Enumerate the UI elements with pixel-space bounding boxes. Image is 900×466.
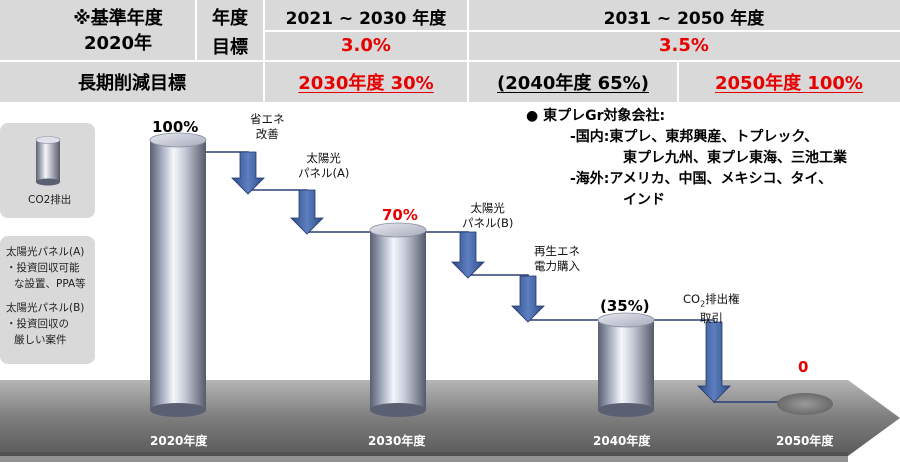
- legend-solar-b-line1: ・投資回収の: [6, 318, 69, 330]
- note-emission-credit: CO2排出権 取引: [683, 292, 740, 326]
- legend-solar-box: [0, 236, 95, 364]
- table-divider: [195, 0, 197, 61]
- period-2031-2050: 2031 ~ 2050 年度: [603, 9, 765, 29]
- table-divider: [0, 60, 900, 62]
- target-rate-1: 3.0%: [341, 35, 391, 56]
- level-2040: (35%): [600, 297, 650, 315]
- longterm-label: 長期削減目標: [78, 73, 186, 94]
- timeline-2050: 2050年度: [776, 434, 834, 448]
- timeline-arrow: [0, 380, 900, 462]
- timeline-2040: 2040年度: [593, 434, 651, 448]
- down-arrow-credit: [697, 321, 731, 403]
- table-divider: [263, 0, 265, 102]
- emission-step-line: [205, 151, 790, 403]
- down-arrow-energy-saving: [231, 151, 265, 195]
- legend-solar-b-title: 太陽光パネル(B): [6, 302, 85, 314]
- down-arrow-solar-b: [451, 231, 485, 279]
- timeline-2020: 2020年度: [150, 434, 208, 448]
- target-rate-2: 3.5%: [659, 35, 709, 56]
- legend-cylinder-icon: [35, 136, 61, 186]
- down-arrow-solar-a: [290, 189, 324, 235]
- target-table: ※基準年度 2020年 年度 目標 2021 ~ 2030 年度 2031 ~ …: [0, 0, 900, 102]
- cylinder-2040: [597, 312, 655, 417]
- level-2020: 100%: [152, 118, 199, 136]
- base-year-label: ※基準年度 2020年: [73, 8, 163, 54]
- year-header: 年度: [212, 7, 248, 29]
- legend-solar-a-line2: な設置、PPA等: [14, 278, 86, 290]
- companies-heading: ● 東プレGr対象会社:: [526, 108, 666, 124]
- timeline-2030: 2030年度: [368, 434, 426, 448]
- level-2030: 70%: [382, 206, 418, 224]
- note-renewable: 再生エネ 電力購入: [534, 244, 580, 273]
- longterm-2030: 2030年度 30%: [298, 73, 434, 94]
- level-2050: 0: [798, 358, 809, 376]
- table-divider: [677, 61, 679, 102]
- legend-cylinder-label: CO2排出: [28, 194, 72, 206]
- cylinder-2020: [149, 132, 207, 417]
- companies-domestic: -国内:東プレ、東邦興産、トプレック、: [570, 129, 819, 145]
- legend-solar-a-title: 太陽光パネル(A): [6, 246, 85, 258]
- legend-solar-b-line2: 厳しい案件: [14, 334, 67, 346]
- cylinder-2030: [369, 222, 427, 417]
- note-solar-a: 太陽光 パネル(A): [298, 151, 350, 180]
- companies-domestic-cont: 東プレ九州、東プレ東海、三池工業: [623, 150, 847, 166]
- companies-overseas-cont: インド: [623, 192, 665, 208]
- table-divider: [264, 30, 900, 32]
- companies-overseas: -海外:アメリカ、中国、メキシコ、タイ、: [570, 171, 833, 187]
- note-energy-saving: 省エネ 改善: [250, 112, 285, 141]
- target-header: 目標: [212, 36, 248, 58]
- table-divider: [467, 0, 469, 102]
- zero-emission-disc: [777, 393, 833, 415]
- note-solar-b: 太陽光 パネル(B): [462, 201, 514, 230]
- target-companies: ● 東プレGr対象会社: -国内:東プレ、東邦興産、トプレック、 東プレ九州、東…: [526, 106, 847, 211]
- longterm-2050: 2050年度 100%: [715, 73, 863, 94]
- down-arrow-renewable: [511, 275, 545, 323]
- longterm-2040: (2040年度 65%): [497, 73, 649, 94]
- legend-solar-a-line1: ・投資回収可能: [6, 262, 80, 274]
- period-2021-2030: 2021 ~ 2030 年度: [285, 9, 447, 29]
